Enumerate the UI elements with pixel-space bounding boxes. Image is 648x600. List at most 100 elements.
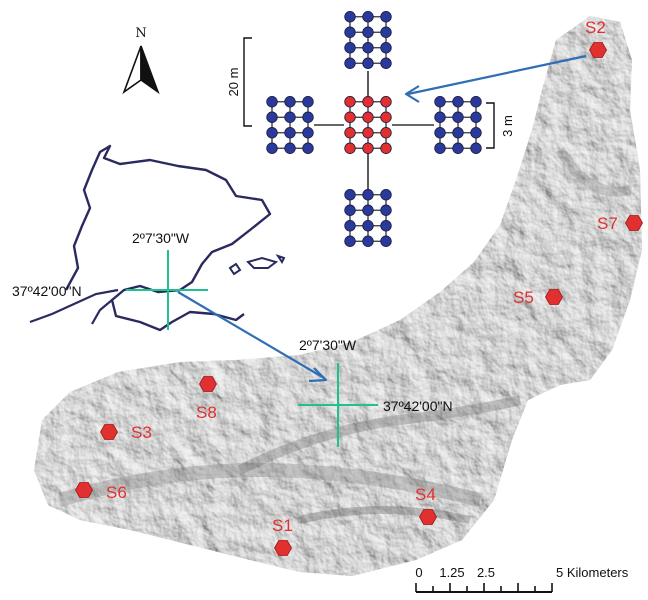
site-marker-s3	[100, 424, 118, 440]
plot-sampling-node	[380, 220, 392, 232]
plot-sampling-node	[344, 204, 356, 216]
site-marker-s5	[545, 289, 563, 305]
inset-to-area-arrow	[177, 291, 328, 383]
iberia-inset-map	[29, 144, 286, 332]
sampling-plot-design	[266, 11, 482, 247]
plot-sampling-node	[344, 127, 356, 139]
plot-sampling-node	[380, 189, 392, 201]
plot-cell-bracket	[486, 102, 495, 149]
main-latitude-label: 37º42'00"N	[383, 398, 453, 414]
plot-sampling-node	[344, 26, 356, 38]
plot-sampling-node	[344, 57, 356, 69]
north-arrow-left-half	[122, 45, 142, 95]
plot-sampling-node	[266, 111, 278, 123]
plot-sampling-node	[362, 235, 374, 247]
plot-sampling-node	[362, 57, 374, 69]
plot-sampling-node	[344, 11, 356, 23]
plot-sampling-node	[362, 111, 374, 123]
scale-tick-label-2: 2.5	[477, 565, 495, 580]
scale-tick-label-1: 1.25	[439, 565, 464, 580]
site-label-s6: S6	[106, 483, 127, 502]
plot-sampling-node	[470, 127, 482, 139]
plot-sampling-node	[344, 142, 356, 154]
plot-sampling-node	[284, 127, 296, 139]
plot-sampling-node	[284, 142, 296, 154]
plot-span-bracket	[243, 37, 252, 127]
plot-sampling-node	[362, 127, 374, 139]
islands	[228, 254, 286, 276]
inset-latitude-label: 37º42'00"N	[12, 283, 82, 299]
main-crosshair	[298, 363, 378, 447]
site-label-s1: S1	[272, 516, 293, 535]
plot-sampling-node	[434, 142, 446, 154]
site-label-s3: S3	[131, 423, 152, 442]
scale-end-label: 5 Kilometers	[556, 565, 629, 580]
plot-block-south	[344, 189, 392, 247]
plot-sampling-node	[266, 96, 278, 108]
site-label-s8: S8	[196, 403, 217, 422]
site-to-plot-arrow	[404, 54, 587, 103]
inset-crosshair	[126, 250, 208, 330]
site-label-s2: S2	[585, 18, 606, 37]
plot-sampling-node	[434, 96, 446, 108]
plot-sampling-node	[380, 96, 392, 108]
plot-sampling-node	[452, 111, 464, 123]
plot-sampling-node	[470, 111, 482, 123]
plot-sampling-node	[362, 42, 374, 54]
plot-sampling-node	[380, 127, 392, 139]
site-label-s4: S4	[415, 485, 436, 504]
site-marker-s4	[419, 509, 437, 525]
plot-block-west	[266, 96, 314, 154]
north-arrow-right-half	[140, 45, 160, 95]
site-marker-s2	[589, 42, 607, 58]
plot-sampling-node	[266, 142, 278, 154]
plot-sampling-node	[302, 127, 314, 139]
plot-block-east	[434, 96, 482, 154]
plot-sampling-node	[380, 142, 392, 154]
coastline	[64, 144, 272, 332]
site-label-s5: S5	[513, 288, 534, 307]
plot-sampling-node	[380, 111, 392, 123]
plot-sampling-node	[302, 111, 314, 123]
plot-sampling-node	[362, 204, 374, 216]
plot-sampling-node	[344, 189, 356, 201]
inset-longitude-label: 2º7'30"W	[132, 230, 190, 246]
site-markers: S1 S2 S3 S4 S5 S6 S7 S8	[75, 18, 643, 556]
site-marker-s7	[625, 215, 643, 231]
plot-sampling-node	[434, 111, 446, 123]
site-marker-s1	[274, 540, 292, 556]
plot-sampling-node	[434, 127, 446, 139]
plot-sampling-node	[362, 96, 374, 108]
plot-sampling-node	[302, 142, 314, 154]
plot-sampling-node	[470, 96, 482, 108]
plot-sampling-node	[344, 111, 356, 123]
plot-sampling-node	[344, 42, 356, 54]
site-label-s7: S7	[597, 214, 618, 233]
plot-sampling-node	[344, 96, 356, 108]
site-marker-s8	[199, 376, 217, 392]
site-marker-s6	[75, 482, 93, 498]
plot-sampling-node	[452, 142, 464, 154]
plot-span-label: 20 m	[226, 68, 241, 97]
plot-sampling-node	[470, 142, 482, 154]
coastline-inland	[29, 288, 119, 325]
plot-sampling-node	[380, 235, 392, 247]
plot-sampling-node	[362, 26, 374, 38]
plot-sampling-node	[380, 11, 392, 23]
plot-sampling-node	[344, 235, 356, 247]
plot-sampling-node	[380, 26, 392, 38]
plot-block-north	[344, 11, 392, 69]
plot-sampling-node	[362, 142, 374, 154]
plot-sampling-node	[362, 189, 374, 201]
plot-sampling-node	[344, 220, 356, 232]
scale-bar: 0 1.25 2.5 5 Kilometers	[415, 565, 629, 593]
north-label: N	[135, 26, 146, 41]
plot-block-center	[344, 96, 392, 154]
plot-sampling-node	[266, 127, 278, 139]
plot-sampling-node	[284, 96, 296, 108]
plot-sampling-node	[452, 127, 464, 139]
scale-tick-label-0: 0	[415, 565, 422, 580]
main-longitude-label: 2º7'30"W	[299, 337, 357, 353]
